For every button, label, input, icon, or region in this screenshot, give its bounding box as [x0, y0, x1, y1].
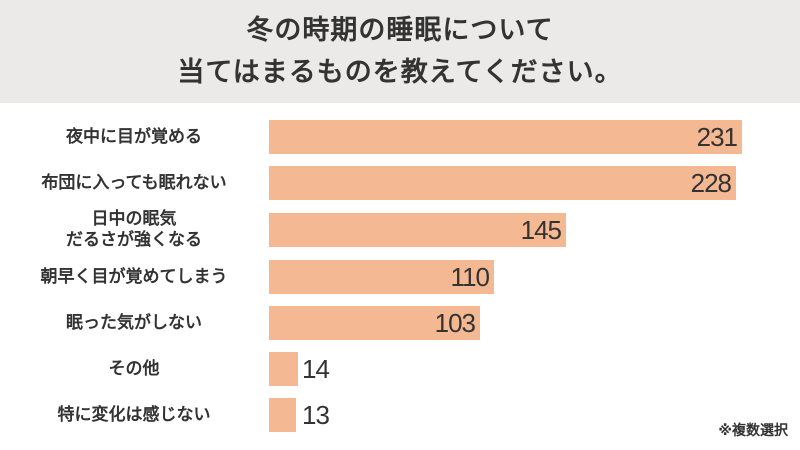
bar-row: 日中の眠気 だるさが強くなる 145	[0, 209, 800, 250]
category-label-line1: 日中の眠気	[91, 209, 177, 229]
category-label: その他	[108, 358, 160, 379]
bar-row: 眠った気がしない 103	[0, 306, 800, 340]
value-label: 231	[696, 122, 738, 152]
category-label: 朝早く目が覚めてしまう	[40, 266, 228, 287]
bar-row: 布団に入っても眠れない 228	[0, 166, 800, 200]
title-line-2: 当てはまるものを教えてください。	[177, 56, 623, 88]
bar	[269, 306, 480, 340]
bar	[269, 260, 494, 294]
category-label-line2: だるさが強くなる	[66, 230, 202, 250]
category-label: 布団に入っても眠れない	[41, 172, 227, 193]
bar	[269, 166, 736, 200]
value-label: 110	[450, 262, 490, 292]
value-label: 145	[520, 215, 562, 245]
category-label: 夜中に目が覚める	[66, 126, 202, 147]
category-label: 眠った気がしない	[66, 312, 202, 333]
multiple-choice-note: ※複数選択	[718, 423, 788, 439]
category-label: 日中の眠気 だるさが強くなる	[0, 209, 268, 250]
bar-row: その他 14	[0, 352, 800, 386]
chart-header: 冬の時期の睡眠について 当てはまるものを教えてください。	[0, 0, 800, 103]
bar	[269, 213, 566, 247]
bar-row: 夜中に目が覚める 231	[0, 120, 800, 154]
value-label: 103	[434, 308, 476, 338]
value-label: 13	[302, 400, 330, 430]
bar	[269, 398, 296, 432]
bar-row: 特に変化は感じない 13	[0, 398, 800, 432]
title-line-1: 冬の時期の睡眠について	[246, 14, 554, 46]
bar-chart: 夜中に目が覚める 231 布団に入っても眠れない 228 日中の眠気 だるさが強…	[0, 103, 800, 450]
category-label: 特に変化は感じない	[57, 404, 211, 425]
bar	[269, 352, 298, 386]
value-label: 228	[690, 168, 732, 198]
bar-row: 朝早く目が覚めてしまう 110	[0, 260, 800, 294]
value-label: 14	[302, 354, 330, 384]
bar	[269, 120, 742, 154]
